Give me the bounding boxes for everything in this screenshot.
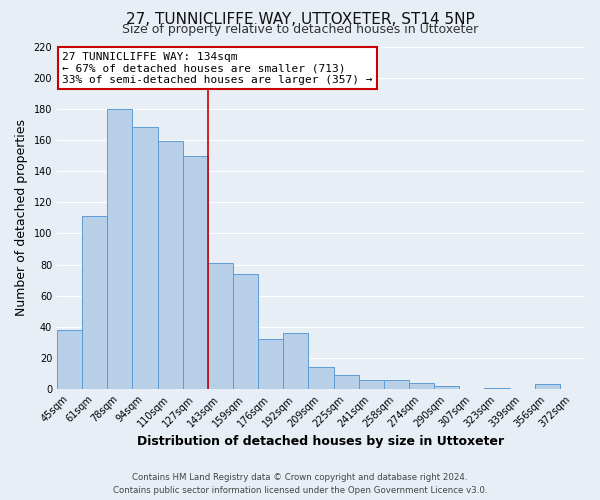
Bar [334,375,359,389]
Bar [359,380,384,389]
Bar [308,368,334,389]
Text: Contains HM Land Registry data © Crown copyright and database right 2024.
Contai: Contains HM Land Registry data © Crown c… [113,474,487,495]
Bar [384,380,409,389]
Bar [409,383,434,389]
Bar [535,384,560,389]
Bar [133,128,158,389]
Bar [233,274,258,389]
Bar [484,388,509,389]
Bar [107,109,133,389]
Text: Size of property relative to detached houses in Uttoxeter: Size of property relative to detached ho… [122,22,478,36]
Bar [258,340,283,389]
Bar [158,142,183,389]
Bar [434,386,459,389]
Bar [183,156,208,389]
Text: 27, TUNNICLIFFE WAY, UTTOXETER, ST14 5NP: 27, TUNNICLIFFE WAY, UTTOXETER, ST14 5NP [125,12,475,28]
Bar [208,263,233,389]
Text: 27 TUNNICLIFFE WAY: 134sqm
← 67% of detached houses are smaller (713)
33% of sem: 27 TUNNICLIFFE WAY: 134sqm ← 67% of deta… [62,52,373,85]
X-axis label: Distribution of detached houses by size in Uttoxeter: Distribution of detached houses by size … [137,434,505,448]
Bar [283,333,308,389]
Y-axis label: Number of detached properties: Number of detached properties [15,120,28,316]
Bar [82,216,107,389]
Bar [57,330,82,389]
